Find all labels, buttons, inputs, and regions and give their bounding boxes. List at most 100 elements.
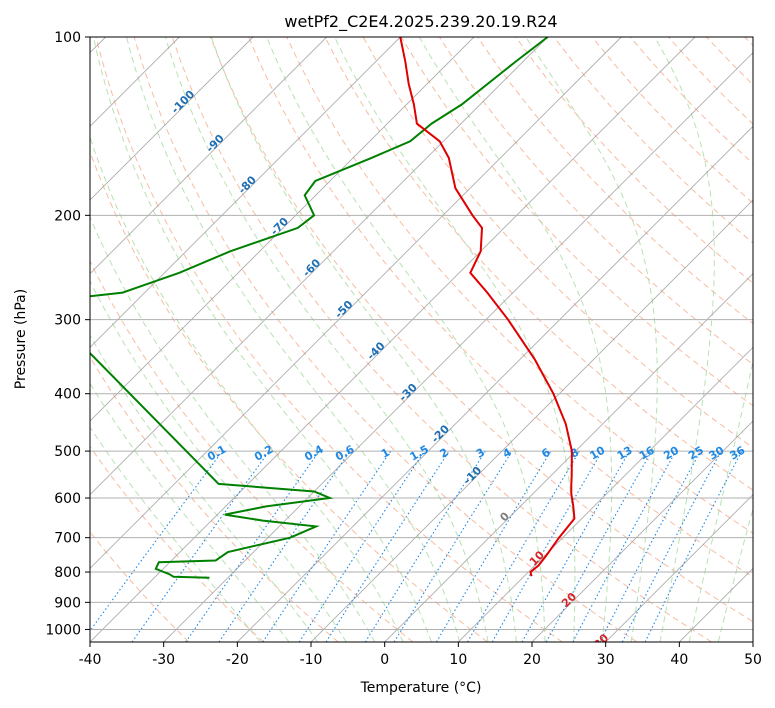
dry-adiabat xyxy=(171,37,712,642)
x-axis-title: Temperature (°C) xyxy=(360,680,482,696)
mixing-ratio-line xyxy=(572,450,677,642)
y-axis-ticks: 100 200 300 400 500 600 700 800 900 1000 xyxy=(45,30,90,638)
isotherm-line xyxy=(384,273,753,642)
y-tick-label: 100 xyxy=(54,30,81,46)
x-axis-ticks: -40 -30 -20 -10 0 10 20 30 40 50 xyxy=(79,642,762,668)
mixing-ratio-label: 10 xyxy=(587,444,607,463)
dry-adiabat xyxy=(286,37,753,534)
x-tick-label: 10 xyxy=(449,652,467,668)
mixing-ratio-line xyxy=(262,450,392,642)
mixing-ratio-line xyxy=(325,450,450,642)
x-tick-label: -30 xyxy=(152,652,175,668)
mixing-ratio-line xyxy=(298,450,425,642)
mixing-ratio-label: 6 xyxy=(539,445,552,460)
dry-adiabat xyxy=(324,37,753,491)
isotherm-label: -80 xyxy=(236,173,259,196)
pressure-grid xyxy=(90,37,753,630)
isotherm-line xyxy=(310,199,753,642)
dry-adiabat xyxy=(90,356,339,642)
moist-adiabat xyxy=(654,37,715,642)
y-tick-label: 600 xyxy=(54,491,81,507)
mixing-ratio-line xyxy=(644,450,743,642)
moist-adiabat xyxy=(418,37,613,642)
isotherm-line xyxy=(90,37,327,275)
mixing-ratio-label: 25 xyxy=(686,444,706,463)
chart-title: wetPf2_C2E4.2025.239.20.19.R24 xyxy=(284,12,557,32)
isotherm-line xyxy=(458,346,753,642)
moist-adiabat xyxy=(334,37,576,642)
isotherm-line xyxy=(90,37,254,201)
mixing-ratio-label: 36 xyxy=(727,444,747,463)
dry-adiabat xyxy=(90,445,264,642)
x-tick-label: 0 xyxy=(380,652,389,668)
isotherm-label: -100 xyxy=(169,87,198,116)
isotherm-line xyxy=(605,494,753,642)
y-tick-label: 300 xyxy=(54,313,81,329)
moist-adiabat xyxy=(90,382,290,642)
y-tick-label: 700 xyxy=(54,531,81,547)
y-tick-label: 1000 xyxy=(45,622,81,638)
moist-adiabat xyxy=(90,135,404,642)
isotherm-label: 40 xyxy=(623,673,643,693)
isotherm-line xyxy=(90,37,401,348)
isotherm-line xyxy=(752,641,753,642)
mixing-ratio-line xyxy=(131,450,270,642)
temperature-profile-line xyxy=(399,37,576,577)
mixing-ratio-label: 0.4 xyxy=(302,443,326,464)
y-tick-label: 200 xyxy=(54,208,81,224)
dewpoint-profile-line xyxy=(90,37,549,579)
mixing-ratio-label: 0.6 xyxy=(333,442,357,463)
x-tick-label: 40 xyxy=(670,652,688,668)
moist-adiabat xyxy=(717,506,753,642)
isotherm-line xyxy=(90,37,622,569)
mixing-ratio-label: 2 xyxy=(438,446,451,461)
y-axis-title: Pressure (hPa) xyxy=(13,289,29,389)
dry-adiabat xyxy=(515,37,753,284)
x-tick-label: -20 xyxy=(226,652,249,668)
moist-adiabat xyxy=(266,37,546,642)
mixing-ratio-line xyxy=(435,450,552,642)
moist-adiabat xyxy=(164,37,489,642)
isotherm-line xyxy=(90,37,696,642)
mixing-ratio-label: 4 xyxy=(501,445,514,460)
y-tick-label: 900 xyxy=(54,595,81,611)
plot-frame xyxy=(89,36,754,643)
mixing-ratio-label: 0.1 xyxy=(205,443,228,464)
moist-adiabat xyxy=(210,37,517,642)
x-tick-label: 30 xyxy=(597,652,615,668)
isotherm-label: -20 xyxy=(429,422,452,445)
moist-adiabat xyxy=(525,37,658,642)
isotherm-line xyxy=(90,37,548,496)
isotherm-label: 20 xyxy=(559,590,579,610)
x-tick-label: 50 xyxy=(744,652,762,668)
isotherm-line xyxy=(163,52,753,642)
moist-adiabat xyxy=(90,215,376,642)
isotherm-label: -90 xyxy=(204,132,227,155)
isotherm-label: -50 xyxy=(332,298,355,321)
isotherm-label: -10 xyxy=(461,464,484,487)
moist-adiabat xyxy=(688,358,753,642)
isotherm-label: -30 xyxy=(397,381,420,404)
y-tick-label: 800 xyxy=(54,565,81,581)
mixing-ratio-label: 3 xyxy=(474,446,487,461)
dry-adiabat xyxy=(210,37,753,623)
mixing-ratio-label: 1.5 xyxy=(408,443,431,464)
mixing-ratio-line xyxy=(599,450,701,642)
y-tick-label: 500 xyxy=(54,444,81,460)
dry-adiabat xyxy=(95,37,563,642)
dry-adiabat xyxy=(133,37,638,642)
moist-adiabats xyxy=(90,37,753,642)
y-tick-label: 400 xyxy=(54,387,81,403)
isotherm-label: -60 xyxy=(300,256,323,279)
moist-adiabat xyxy=(126,37,461,642)
dry-adiabat xyxy=(668,37,753,125)
dry-adiabat xyxy=(706,37,753,86)
moist-adiabat xyxy=(92,37,432,642)
isotherm-label: -40 xyxy=(364,339,387,362)
mixing-ratio-line xyxy=(393,450,513,642)
dry-adiabats xyxy=(90,37,753,642)
mixing-ratio-line xyxy=(90,450,223,632)
dry-adiabat xyxy=(248,37,753,578)
moist-adiabat xyxy=(90,426,261,642)
